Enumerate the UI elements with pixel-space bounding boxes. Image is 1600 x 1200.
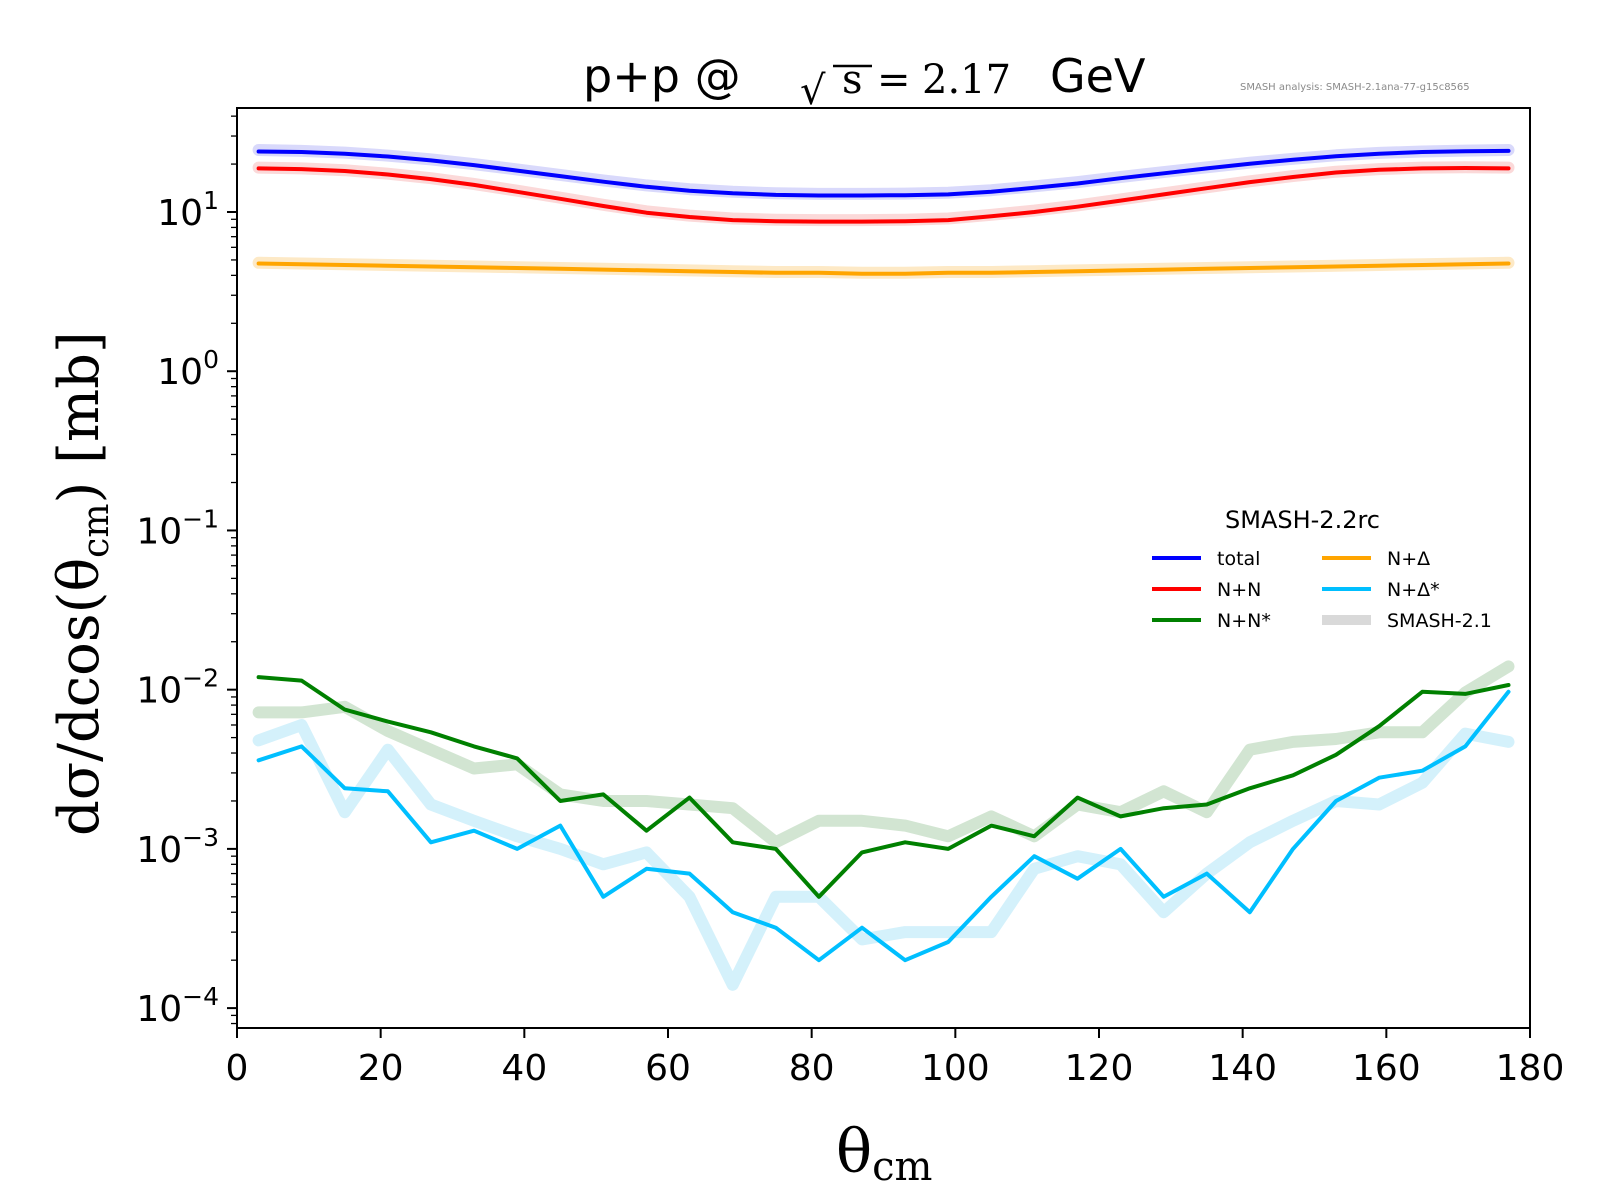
series-group [256,148,1511,963]
legend: SMASH-2.2rc total N+Δ N+N N+Δ* N+N* SMASH-2.1 [1152,506,1492,632]
x-axis-label-base: θ [836,1117,872,1187]
legend-label-smash-2-1: SMASH-2.1 [1387,610,1492,632]
series-line-n [256,261,1511,276]
x-tick-label: 20 [358,1048,404,1089]
x-tick-label: 100 [921,1048,990,1089]
plot-area [252,144,1515,991]
legend-entries: total N+Δ N+N N+Δ* N+N* SMASH-2.1 [1152,548,1492,632]
legend-label-n-n: N+N [1217,579,1261,601]
legend-title: SMASH-2.2rc [1225,506,1380,534]
y-axis-label: dσ/dcos(θcm) [mb] [47,331,117,836]
y-tick-label: 10−2 [136,664,219,712]
y-tick-label: 10−3 [136,823,219,871]
x-tick-label: 120 [1065,1048,1134,1089]
series-line-n-n [256,166,1511,224]
y-tick-label: 100 [157,345,219,393]
x-axis: 0 20 40 60 80 100 120 140 160 180 [226,1028,1565,1089]
reference-line-5 [252,719,1515,991]
chart-title: p+p @ √ s = 2.17 GeV [583,49,1146,114]
y-tick-label: 10−4 [136,982,219,1030]
x-tick-label: 80 [789,1048,835,1089]
reference-line-4 [252,660,1515,849]
x-tick-label: 140 [1208,1048,1277,1089]
title-radicand: s [842,57,863,103]
title-sqrt-symbol: √ [800,68,826,114]
series-line-n-n [256,675,1511,899]
y-axis-label-post: ) [mb] [47,331,112,503]
y-tick-label: 10−1 [136,504,219,552]
title-equals: = [877,57,911,103]
series-line-total [256,148,1511,198]
title-prefix: p+p @ [583,49,741,103]
x-tick-label: 60 [645,1048,691,1089]
legend-label-n: N+Δ [1387,548,1430,570]
legend-label-total: total [1217,548,1260,570]
y-axis-label-sub: cm [76,504,117,558]
title-value: 2.17 [922,57,1011,103]
series-line-n [256,689,1511,963]
x-tick-label: 0 [226,1048,249,1089]
title-unit: GeV [1050,49,1146,103]
x-axis-label: θcm [836,1117,932,1190]
legend-label-n: N+Δ* [1387,579,1440,601]
y-axis-label-pre: dσ/dcos(θ [47,558,112,836]
x-tick-label: 160 [1352,1048,1421,1089]
x-tick-label: 40 [501,1048,547,1089]
plot-frame [236,107,1531,1029]
y-tick-label: 101 [157,186,219,234]
legend-label-n-n: N+N* [1217,610,1271,632]
watermark: SMASH analysis: SMASH-2.1ana-77-g15c8565 [1240,82,1470,93]
x-tick-label: 180 [1496,1048,1565,1089]
y-axis: 101 100 10−1 10−2 10−3 10−4 [136,115,237,1030]
x-axis-label-sub: cm [872,1144,932,1190]
